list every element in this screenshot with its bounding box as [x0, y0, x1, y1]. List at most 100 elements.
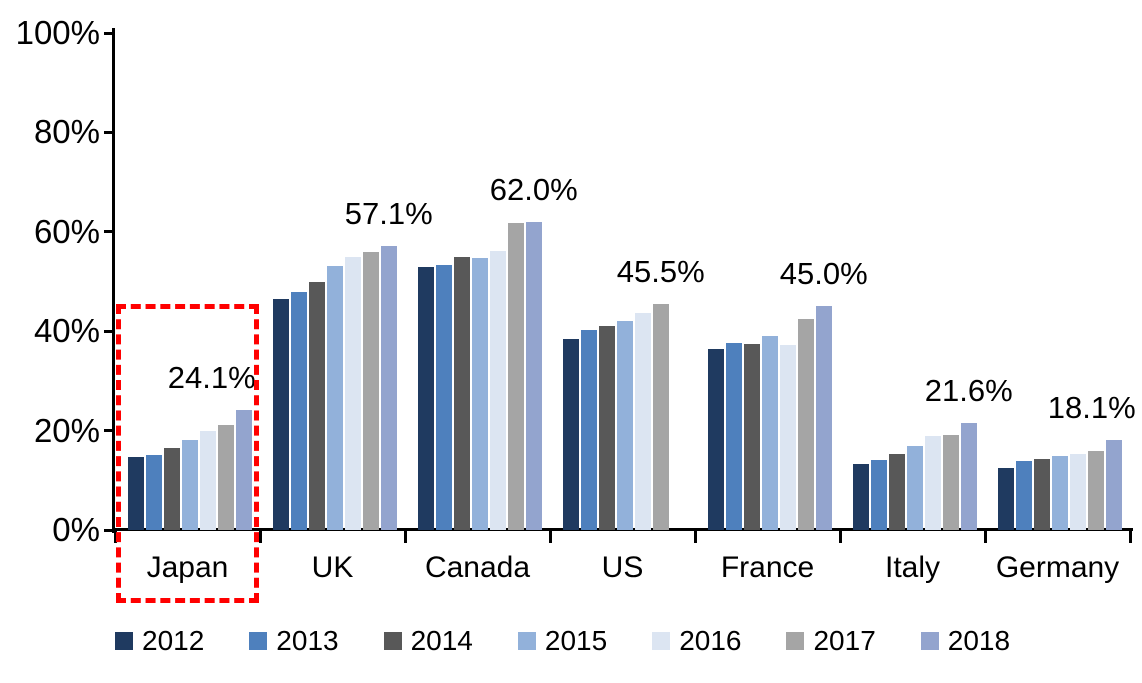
bar-uk-2018 [381, 246, 397, 530]
legend-label: 2013 [276, 625, 339, 656]
bar-japan-2018 [236, 410, 252, 530]
x-axis-tick-mark [838, 530, 842, 543]
bar-japan-2013 [146, 455, 162, 530]
bar-italy-2016 [925, 436, 941, 530]
bar-japan-2017 [218, 425, 234, 530]
bar-uk-2014 [309, 282, 325, 530]
bar-us-2014 [599, 325, 615, 530]
bar-canada-2017 [508, 222, 524, 530]
bar-canada-2018 [526, 221, 542, 530]
x-axis-tick-mark [403, 530, 407, 543]
bar-italy-2018 [961, 422, 977, 530]
bar-france-2017 [798, 319, 814, 530]
data-label-italy: 21.6% [924, 372, 1013, 408]
y-axis-tick-label: 40% [33, 312, 100, 350]
bar-uk-2017 [363, 252, 379, 530]
bar-italy-2013 [871, 459, 887, 530]
data-label-france: 45.0% [779, 256, 868, 292]
x-axis-category-label: Italy [884, 551, 941, 584]
legend-swatch-icon [115, 632, 133, 650]
y-axis-tick-label: 80% [33, 113, 100, 151]
bar-japan-2016 [200, 430, 216, 530]
x-axis-tick-mark [258, 530, 262, 543]
legend-swatch-icon [920, 632, 939, 650]
data-label-us: 45.5% [616, 253, 705, 289]
y-axis-tick-label: 20% [33, 411, 100, 449]
legend-label: 2018 [947, 625, 1011, 656]
y-axis-line [112, 28, 115, 533]
bar-us-2016 [635, 313, 651, 530]
bar-france-2013 [726, 342, 742, 530]
y-axis-tick-label: 60% [33, 212, 100, 250]
bar-uk-2012 [273, 299, 289, 530]
y-axis-tick-mark [104, 130, 115, 134]
x-axis-category-label: Germany [995, 551, 1120, 584]
y-axis-tick-mark [104, 329, 115, 333]
x-axis-tick-mark [113, 530, 117, 543]
bar-france-2018 [816, 306, 832, 530]
y-axis-tick-mark [104, 429, 115, 433]
legend-label: 2012 [142, 625, 205, 656]
bar-germany-2016 [1070, 453, 1086, 530]
data-label-uk: 57.1% [344, 196, 433, 232]
bar-canada-2014 [454, 257, 470, 530]
bar-uk-2015 [327, 266, 343, 530]
bar-japan-2014 [164, 447, 180, 530]
legend-item-2017: 2017 [786, 625, 876, 656]
bar-us-2013 [581, 330, 597, 530]
x-axis-category-label: Japan [146, 551, 229, 584]
x-axis-tick-mark [983, 530, 987, 543]
bar-uk-2016 [345, 257, 361, 530]
y-axis-tick-mark [104, 528, 115, 532]
legend-swatch-icon [517, 632, 536, 650]
y-axis-tick-mark [104, 230, 115, 234]
bar-germany-2012 [998, 467, 1014, 530]
x-axis-tick-mark [693, 530, 697, 543]
legend-item-2018: 2018 [920, 625, 1011, 656]
bar-france-2012 [708, 348, 724, 530]
bar-germany-2015 [1052, 456, 1068, 530]
bar-us-2015 [617, 320, 633, 530]
y-axis-tick-label: 0% [52, 511, 100, 548]
legend-swatch-icon [652, 632, 671, 650]
bar-japan-2012 [128, 456, 144, 530]
legend-item-2014: 2014 [383, 626, 473, 656]
legend-swatch-icon [786, 632, 805, 650]
data-label-japan: 24.1% [167, 360, 256, 396]
bar-italy-2012 [853, 464, 869, 530]
legend-item-2015: 2015 [517, 625, 608, 656]
bar-france-2015 [762, 335, 778, 530]
bar-germany-2014 [1034, 458, 1050, 530]
x-axis-category-label: Canada [424, 551, 531, 584]
bar-canada-2016 [490, 250, 506, 530]
x-axis-category-label: France [720, 551, 815, 584]
legend-label: 2017 [813, 625, 876, 656]
bar-france-2014 [744, 343, 760, 530]
legend-swatch-icon [249, 632, 268, 650]
bar-france-2016 [780, 344, 796, 530]
x-axis-tick-mark [548, 530, 552, 543]
x-axis-category-label: UK [311, 551, 354, 584]
bar-japan-2015 [182, 440, 198, 530]
legend-item-2016: 2016 [652, 626, 741, 656]
bar-canada-2012 [418, 266, 434, 530]
bar-canada-2015 [472, 258, 488, 530]
bar-us-2017 [653, 303, 669, 530]
y-axis-tick-mark [104, 31, 115, 35]
legend-label: 2015 [544, 625, 608, 656]
data-label-germany: 18.1% [1047, 390, 1136, 426]
bar-uk-2013 [291, 292, 307, 530]
y-axis-tick-label: 100% [15, 14, 100, 51]
bar-germany-2013 [1016, 460, 1032, 530]
x-axis-category-label: US [601, 551, 644, 584]
x-axis-tick-mark [1128, 530, 1132, 543]
data-label-canada: 62.0% [489, 171, 578, 207]
chart-legend: 2012 2013 2014 2015 2016 2017 2018 [115, 626, 1010, 656]
bar-italy-2015 [907, 446, 923, 530]
bar-germany-2017 [1088, 450, 1104, 530]
bar-germany-2018 [1106, 440, 1122, 530]
bar-us-2012 [563, 339, 579, 530]
legend-item-2013: 2013 [249, 625, 339, 656]
legend-swatch-icon [383, 632, 402, 650]
